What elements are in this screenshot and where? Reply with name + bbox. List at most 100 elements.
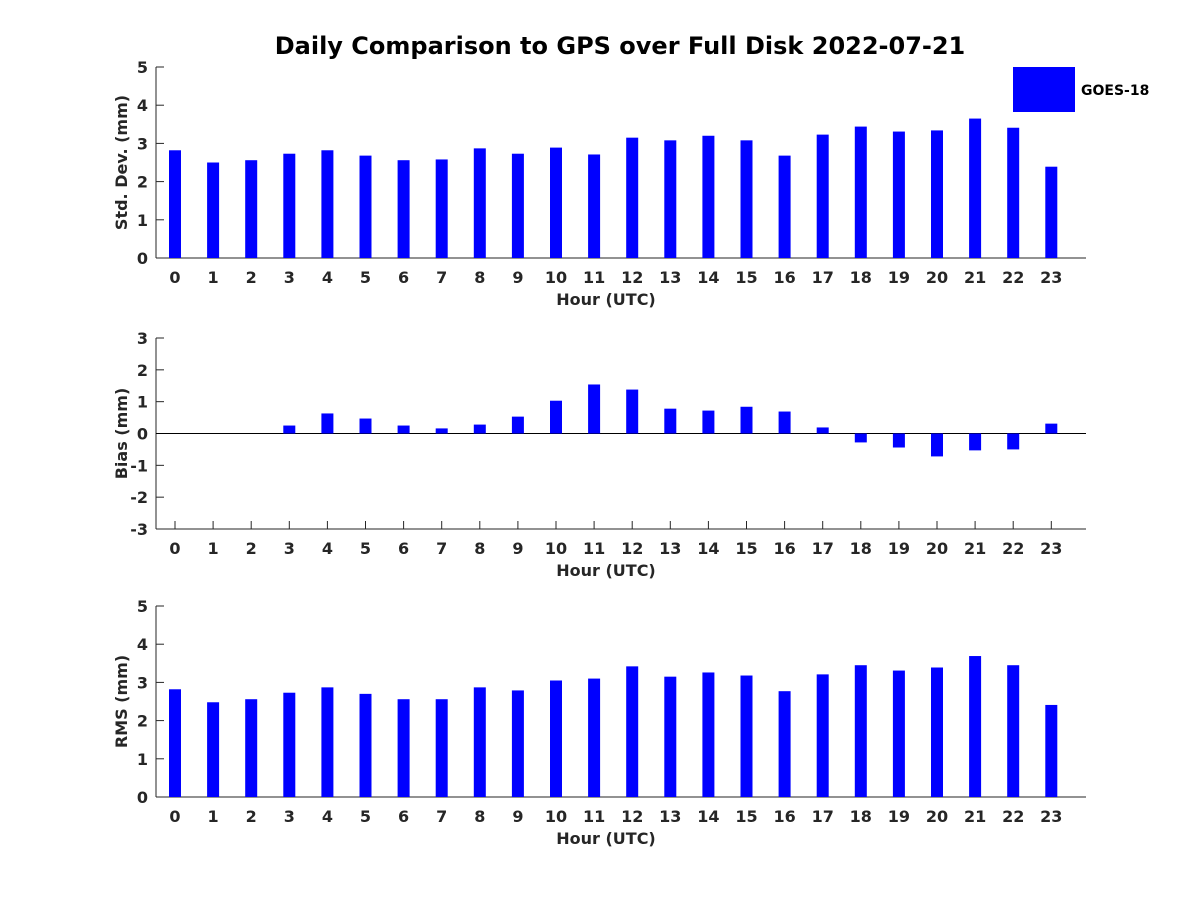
- y-axis-label: Bias (mm): [112, 388, 131, 480]
- x-tick-label: 22: [1002, 539, 1024, 558]
- x-tick-label: 12: [621, 268, 643, 287]
- x-tick-label: 7: [436, 539, 447, 558]
- x-tick-label: 8: [474, 268, 485, 287]
- x-tick-label: 21: [964, 539, 986, 558]
- x-tick-label: 9: [512, 807, 523, 826]
- bar-std-dev-4: [321, 150, 334, 258]
- bar-rms-22: [1007, 665, 1020, 797]
- y-axis-label: RMS (mm): [112, 655, 131, 748]
- x-tick-label: 4: [322, 807, 333, 826]
- bar-bias-20: [931, 433, 943, 457]
- legend-swatch: [1013, 67, 1075, 112]
- x-tick-label: 16: [773, 807, 795, 826]
- bar-rms-21: [969, 656, 982, 797]
- x-axis-label: Hour (UTC): [556, 829, 656, 848]
- bar-bias-7: [435, 428, 448, 434]
- y-tick-label: -3: [130, 520, 148, 539]
- bar-bias-13: [664, 408, 677, 434]
- bar-std-dev-14: [702, 135, 715, 258]
- x-tick-label: 20: [926, 807, 948, 826]
- x-tick-label: 15: [735, 539, 757, 558]
- bar-bias-8: [473, 424, 486, 434]
- y-tick-label: 4: [137, 96, 148, 115]
- bar-std-dev-5: [359, 155, 372, 258]
- bar-rms-0: [169, 689, 181, 797]
- x-tick-label: 5: [360, 539, 371, 558]
- y-tick-label: 1: [137, 211, 148, 230]
- x-tick-label: 14: [697, 268, 719, 287]
- x-tick-label: 19: [888, 807, 910, 826]
- x-tick-label: 1: [208, 539, 219, 558]
- bar-bias-12: [626, 389, 639, 434]
- bar-rms-20: [931, 667, 943, 797]
- x-tick-label: 2: [246, 807, 257, 826]
- bar-std-dev-22: [1007, 127, 1020, 258]
- legend-label: GOES-18: [1081, 83, 1149, 99]
- y-tick-label: 3: [137, 673, 148, 692]
- x-tick-label: 0: [169, 807, 180, 826]
- bar-std-dev-17: [816, 134, 829, 258]
- x-tick-label: 11: [583, 539, 605, 558]
- bar-bias-15: [740, 406, 753, 434]
- bar-bias-17: [816, 427, 829, 434]
- bar-rms-2: [245, 699, 258, 797]
- bar-rms-1: [207, 702, 220, 797]
- x-tick-label: 13: [659, 539, 681, 558]
- bar-rms-10: [550, 680, 562, 797]
- y-tick-label: -2: [130, 488, 148, 507]
- x-tick-label: 12: [621, 807, 643, 826]
- bar-rms-13: [664, 676, 677, 797]
- x-tick-label: 22: [1002, 268, 1024, 287]
- y-tick-label: 0: [137, 425, 148, 444]
- y-tick-label: 1: [137, 750, 148, 769]
- y-tick-label: 1: [137, 393, 148, 412]
- x-tick-label: 4: [322, 268, 333, 287]
- bar-rms-15: [740, 675, 753, 797]
- bar-rms-3: [283, 692, 296, 797]
- x-tick-label: 6: [398, 539, 409, 558]
- bar-rms-8: [473, 687, 486, 797]
- chart-title: Daily Comparison to GPS over Full Disk 2…: [275, 32, 966, 60]
- x-tick-label: 8: [474, 807, 485, 826]
- x-tick-label: 23: [1040, 807, 1062, 826]
- bar-std-dev-13: [664, 140, 677, 258]
- bar-rms-17: [816, 674, 829, 797]
- bar-rms-14: [702, 672, 715, 797]
- bar-std-dev-19: [892, 131, 905, 258]
- bar-bias-14: [702, 410, 715, 434]
- y-tick-label: 5: [137, 58, 148, 77]
- y-axis-label: Std. Dev. (mm): [112, 95, 131, 230]
- bar-rms-7: [435, 699, 448, 797]
- x-tick-label: 2: [246, 268, 257, 287]
- bar-std-dev-12: [626, 137, 639, 258]
- x-tick-label: 13: [659, 268, 681, 287]
- x-tick-label: 7: [436, 268, 447, 287]
- x-tick-label: 15: [735, 268, 757, 287]
- x-tick-label: 9: [512, 539, 523, 558]
- x-tick-label: 12: [621, 539, 643, 558]
- bar-std-dev-15: [740, 140, 753, 258]
- bar-std-dev-3: [283, 153, 296, 258]
- x-tick-label: 6: [398, 807, 409, 826]
- y-tick-label: 2: [137, 173, 148, 192]
- x-tick-label: 20: [926, 268, 948, 287]
- bar-bias-16: [778, 411, 791, 434]
- x-tick-label: 10: [545, 539, 567, 558]
- y-tick-label: 5: [137, 597, 148, 616]
- y-tick-label: 4: [137, 635, 148, 654]
- x-tick-label: 2: [246, 539, 257, 558]
- x-tick-label: 23: [1040, 268, 1062, 287]
- bar-rms-5: [359, 693, 372, 797]
- bar-std-dev-1: [207, 162, 220, 258]
- bar-std-dev-16: [778, 155, 791, 258]
- x-tick-label: 18: [850, 807, 872, 826]
- x-tick-label: 22: [1002, 807, 1024, 826]
- y-tick-label: 3: [137, 329, 148, 348]
- bar-bias-5: [359, 418, 372, 434]
- bar-std-dev-7: [435, 159, 448, 258]
- bar-rms-23: [1045, 704, 1058, 797]
